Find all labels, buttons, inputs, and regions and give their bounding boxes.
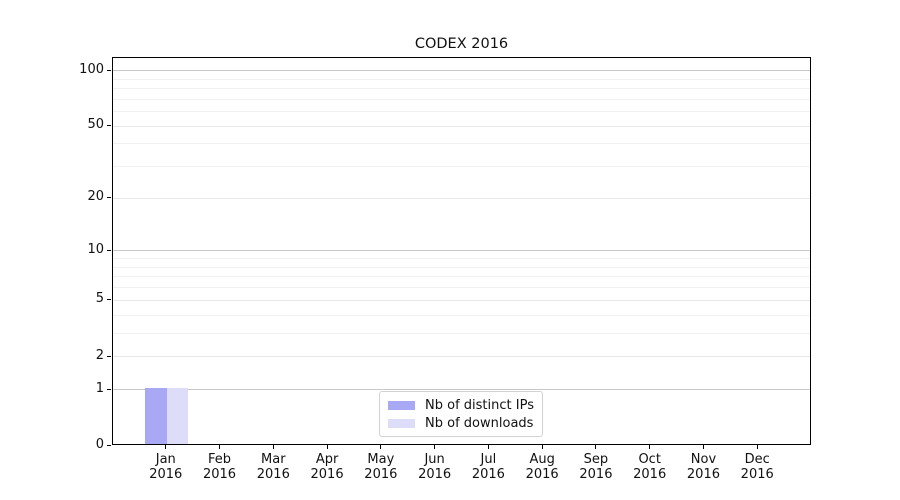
x-tick-label: Oct 2016	[620, 452, 680, 482]
y-tick-mark	[107, 299, 111, 301]
y-gridline	[113, 70, 810, 72]
x-tick-month: Sep	[583, 452, 609, 467]
x-tick-year: 2016	[686, 467, 720, 482]
x-tick-mark	[434, 445, 436, 449]
y-tick-mark	[107, 125, 111, 127]
x-tick-mark	[756, 445, 758, 449]
y-gridline	[113, 250, 810, 252]
x-tick-mark	[380, 445, 382, 449]
y-gridline	[113, 276, 810, 278]
x-tick-label: Aug 2016	[512, 452, 572, 482]
x-tick-month: Mar	[261, 452, 286, 467]
y-tick-mark	[107, 388, 111, 390]
y-tick-label: 2	[95, 347, 104, 363]
y-gridline	[113, 166, 810, 168]
y-gridline	[113, 88, 810, 90]
x-tick-mark	[702, 445, 704, 449]
legend-item: Nb of downloads	[388, 414, 534, 432]
y-tick-label: 10	[87, 241, 104, 257]
y-gridline	[113, 125, 810, 127]
legend-swatch-0	[388, 400, 416, 410]
x-tick-year: 2016	[149, 467, 183, 482]
y-gridline	[113, 78, 810, 80]
y-gridline	[113, 314, 810, 316]
x-tick-year: 2016	[256, 467, 290, 482]
x-tick-label: Apr 2016	[297, 452, 357, 482]
plot-area	[112, 57, 811, 445]
x-tick-month: May	[367, 452, 395, 467]
y-tick-label: 100	[79, 61, 104, 77]
x-tick-year: 2016	[579, 467, 613, 482]
x-tick-month: Feb	[208, 452, 232, 467]
x-tick-label: Jul 2016	[458, 452, 518, 482]
chart-title: CODEX 2016	[414, 36, 509, 52]
x-tick-label: Dec 2016	[727, 452, 787, 482]
x-tick-month: Apr	[315, 452, 339, 467]
bar-nb-of-downloads-jan	[166, 387, 189, 444]
x-tick-year: 2016	[310, 467, 344, 482]
legend-label: Nb of distinct IPs	[425, 397, 534, 413]
y-gridline	[113, 299, 810, 301]
y-gridline	[113, 111, 810, 113]
x-tick-mark	[272, 445, 274, 449]
y-tick-mark	[107, 197, 111, 199]
x-tick-mark	[165, 445, 167, 449]
y-tick-label: 5	[95, 291, 104, 307]
y-gridline	[113, 332, 810, 334]
legend-item: Nb of distinct IPs	[388, 396, 534, 414]
y-tick-mark	[107, 69, 111, 71]
x-tick-month: Dec	[744, 452, 770, 467]
x-tick-year: 2016	[418, 467, 452, 482]
y-gridline	[113, 356, 810, 358]
x-tick-label: May 2016	[351, 452, 411, 482]
x-tick-month: Jul	[480, 452, 497, 467]
x-tick-label: Feb 2016	[190, 452, 250, 482]
y-gridline	[113, 197, 810, 199]
x-tick-month: Oct	[638, 452, 661, 467]
y-tick-mark	[107, 445, 111, 446]
x-tick-mark	[649, 445, 651, 449]
x-tick-label: Mar 2016	[243, 452, 303, 482]
y-tick-mark	[107, 355, 111, 357]
x-tick-label: Jan 2016	[136, 452, 196, 482]
y-tick-label: 20	[87, 189, 104, 205]
legend-swatch-1	[388, 418, 416, 428]
y-gridline	[113, 143, 810, 145]
x-tick-month: Jun	[424, 452, 445, 467]
x-tick-year: 2016	[740, 467, 774, 482]
bar-nb-of-distinct-ips-jan	[145, 387, 167, 444]
y-gridline	[113, 266, 810, 268]
x-tick-label: Sep 2016	[566, 452, 626, 482]
y-gridline	[113, 98, 810, 100]
x-tick-mark	[541, 445, 543, 449]
x-tick-year: 2016	[364, 467, 398, 482]
x-tick-mark	[326, 445, 328, 449]
y-gridline	[113, 389, 810, 391]
y-tick-label: 1	[95, 380, 104, 396]
y-gridline	[113, 258, 810, 260]
x-tick-year: 2016	[471, 467, 505, 482]
x-tick-mark	[219, 445, 221, 449]
legend: Nb of distinct IPs Nb of downloads	[379, 391, 543, 437]
x-tick-month: Aug	[529, 452, 555, 467]
legend-label: Nb of downloads	[425, 415, 534, 431]
x-tick-label: Nov 2016	[673, 452, 733, 482]
x-tick-year: 2016	[633, 467, 667, 482]
x-tick-label: Jun 2016	[405, 452, 465, 482]
x-tick-mark	[595, 445, 597, 449]
y-tick-mark	[107, 249, 111, 251]
x-tick-year: 2016	[202, 467, 237, 482]
x-tick-mark	[487, 445, 489, 449]
y-tick-label: 0	[95, 437, 104, 452]
x-tick-year: 2016	[525, 467, 559, 482]
x-tick-month: Nov	[690, 452, 717, 467]
y-tick-label: 50	[87, 117, 104, 133]
y-gridline	[113, 287, 810, 289]
x-tick-month: Jan	[155, 452, 176, 467]
